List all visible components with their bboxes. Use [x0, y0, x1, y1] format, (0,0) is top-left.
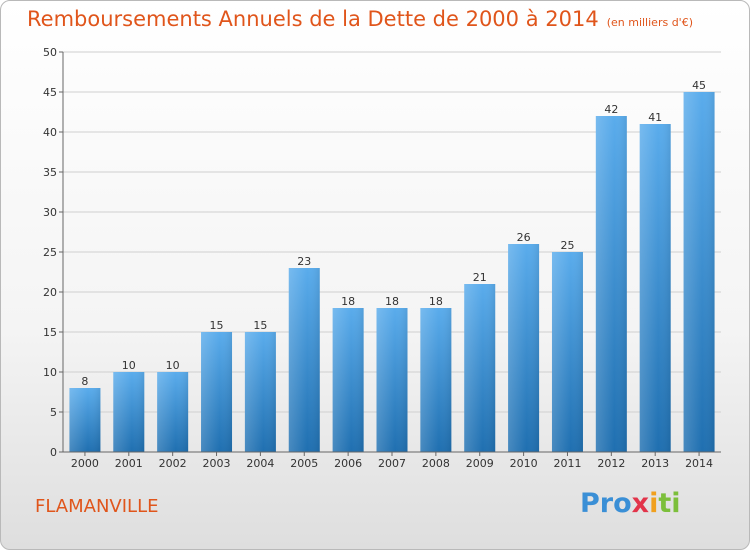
commune-name: FLAMANVILLE	[35, 496, 159, 517]
tick-label-y-20: 20	[43, 286, 57, 299]
bar-shade-2006	[332, 308, 364, 452]
bar-shade-2004	[244, 332, 276, 452]
tick-label-x-2010: 2010	[510, 457, 538, 470]
data-label-2012: 42	[604, 103, 618, 116]
data-label-2000: 8	[81, 375, 88, 388]
tick-label-x-2011: 2011	[553, 457, 581, 470]
tick-label-x-2008: 2008	[422, 457, 450, 470]
tick-label-y-5: 5	[50, 406, 57, 419]
bar-shade-2011	[551, 252, 583, 452]
bar-shade-2007	[376, 308, 408, 452]
tick-label-x-2001: 2001	[115, 457, 143, 470]
tick-label-x-2004: 2004	[246, 457, 274, 470]
tick-label-y-0: 0	[50, 446, 57, 459]
tick-label-y-25: 25	[43, 246, 57, 259]
tick-label-y-50: 50	[43, 46, 57, 59]
bar-shade-2001	[113, 372, 145, 452]
tick-label-x-2009: 2009	[466, 457, 494, 470]
logo-part-1: Pro	[580, 488, 632, 519]
data-label-2010: 26	[517, 231, 531, 244]
tick-label-y-30: 30	[43, 206, 57, 219]
logo-part-2: x	[631, 488, 650, 519]
bar-shade-2014	[683, 92, 715, 452]
bar-shade-2010	[508, 244, 540, 452]
bar-shade-2013	[639, 124, 671, 452]
data-label-2011: 25	[560, 239, 574, 252]
chart-title-text: Remboursements Annuels de la Dette de 20…	[27, 7, 599, 31]
data-label-2009: 21	[473, 271, 487, 284]
proxiti-logo: Proxiti	[580, 488, 681, 519]
tick-label-x-2012: 2012	[597, 457, 625, 470]
data-label-2003: 15	[210, 319, 224, 332]
data-label-2002: 10	[166, 359, 180, 372]
tick-label-x-2005: 2005	[290, 457, 318, 470]
data-label-2005: 23	[297, 255, 311, 268]
bar-shade-2012	[595, 116, 627, 452]
tick-label-x-2013: 2013	[641, 457, 669, 470]
data-label-2001: 10	[122, 359, 136, 372]
data-label-2008: 18	[429, 295, 443, 308]
bar-shade-2009	[464, 284, 496, 452]
tick-label-x-2003: 2003	[203, 457, 231, 470]
chart-title: Remboursements Annuels de la Dette de 20…	[27, 7, 693, 31]
tick-label-y-35: 35	[43, 166, 57, 179]
logo-part-4: ti	[658, 488, 681, 519]
data-label-2014: 45	[692, 79, 706, 92]
logo-part-3: i	[649, 488, 659, 519]
bar-shade-2005	[288, 268, 320, 452]
tick-label-x-2014: 2014	[685, 457, 713, 470]
bar-shade-2002	[157, 372, 189, 452]
bar-shade-2003	[201, 332, 233, 452]
data-label-2006: 18	[341, 295, 355, 308]
bar-shade-2000	[69, 388, 101, 452]
chart-unit: (en milliers d'€)	[606, 16, 693, 29]
tick-label-y-15: 15	[43, 326, 57, 339]
data-label-2007: 18	[385, 295, 399, 308]
tick-label-x-2002: 2002	[159, 457, 187, 470]
bar-shade-2008	[420, 308, 452, 452]
tick-label-x-2006: 2006	[334, 457, 362, 470]
tick-label-y-40: 40	[43, 126, 57, 139]
data-label-2013: 41	[648, 111, 662, 124]
tick-label-x-2007: 2007	[378, 457, 406, 470]
tick-label-y-10: 10	[43, 366, 57, 379]
tick-label-x-2000: 2000	[71, 457, 99, 470]
tick-label-y-45: 45	[43, 86, 57, 99]
data-label-2004: 15	[253, 319, 267, 332]
